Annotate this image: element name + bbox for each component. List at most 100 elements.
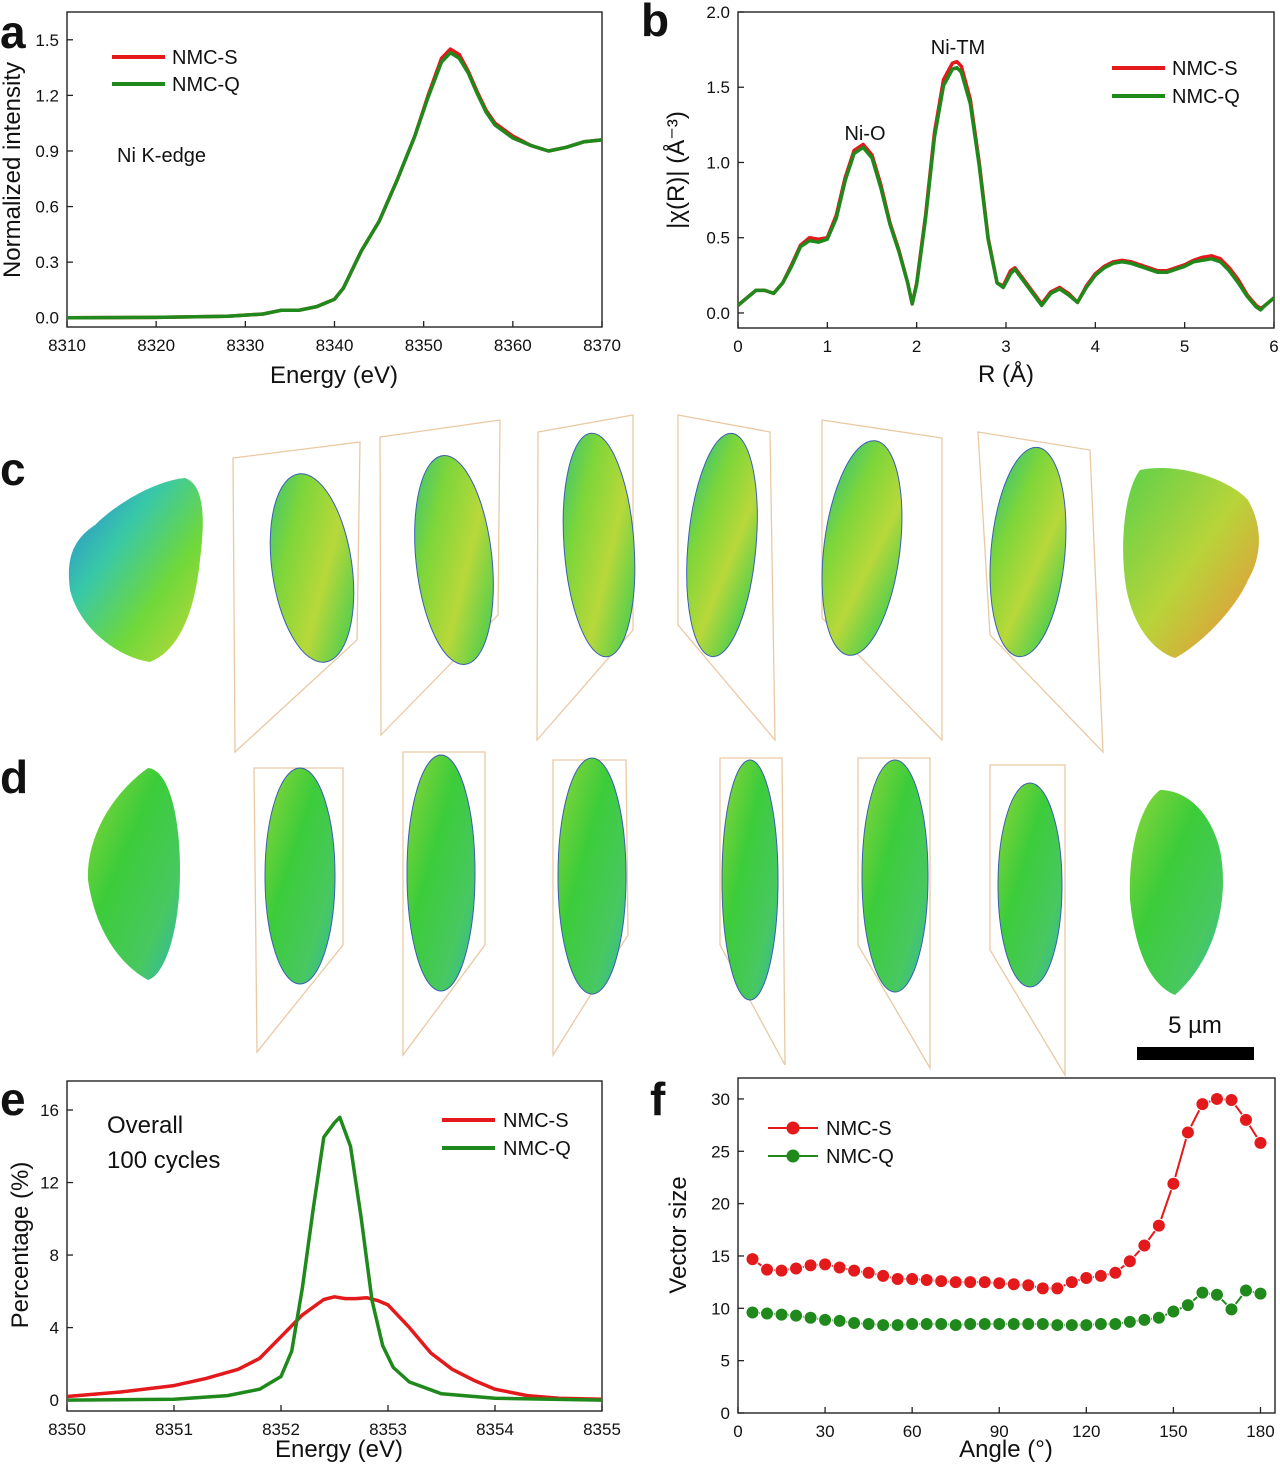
chart-b-annotation-ni-tm: Ni-TM (931, 37, 985, 59)
chart-f-point-nmc-q (818, 1312, 833, 1327)
chart-a-ytick-label: 0.0 (35, 309, 59, 328)
chart-f-point-nmc-s (1180, 1125, 1195, 1140)
chart-f-point-nmc-q (1166, 1304, 1181, 1319)
chart-f-point-nmc-s (832, 1260, 847, 1275)
c-slice-particle (821, 440, 903, 656)
chart-f-point-nmc-s (1093, 1268, 1108, 1283)
chart-a-xtick-label: 8340 (316, 336, 354, 355)
chart-f-point-nmc-s (1021, 1278, 1036, 1293)
chart-f-point-nmc-q (745, 1305, 760, 1320)
d-slice-particle (721, 759, 779, 1001)
c-slice-plane (977, 431, 1104, 754)
chart-f-point-nmc-q (789, 1308, 804, 1323)
chart-e-ytick-label: 0 (50, 1391, 59, 1410)
chart-f-point-nmc-s (1006, 1277, 1021, 1292)
chart-f-ytick-label: 25 (711, 1142, 730, 1161)
chart-b-ytick-label: 1.5 (706, 78, 730, 97)
slice-group-c (232, 414, 1104, 754)
scalebar (1137, 1047, 1254, 1060)
c-slice-plane (821, 419, 943, 742)
chart-b-legend-label-nmc-s: NMC-S (1172, 58, 1238, 80)
chart-f-point-nmc-s (1224, 1092, 1239, 1107)
chart-a-ytick-label: 0.6 (35, 198, 59, 217)
chart-e-xtick-label: 8355 (583, 1420, 621, 1439)
panel-label-e: e (0, 1073, 26, 1125)
chart-f-point-nmc-q (861, 1317, 876, 1332)
chart-a-xtick-label: 8330 (226, 336, 264, 355)
chart-a-x-ticks: 8310 8320 8330 8340 8350 8360 8370 (48, 321, 621, 355)
chart-e-percentage: e 8350 8351 8352 8353 8354 8355 0 4 8 12 16 Energ… (0, 1073, 621, 1463)
chart-e-xlabel: Energy (eV) (275, 1436, 403, 1463)
chart-f-point-nmc-q (1238, 1283, 1253, 1298)
chart-e-legend-label-nmc-s: NMC-S (503, 1110, 569, 1132)
chart-f-point-nmc-q (948, 1318, 963, 1333)
chart-b-ytick-label: 0.0 (706, 304, 730, 323)
chart-a-xtick-label: 8350 (405, 336, 443, 355)
c-slice-particle (562, 432, 636, 658)
c-slice-particle (414, 454, 494, 666)
chart-f-point-nmc-s (890, 1272, 905, 1286)
chart-b-ylabel: |χ(R)| (Å⁻³) (662, 111, 690, 229)
chart-b-xtick-label: 0 (733, 337, 742, 356)
chart-f-point-nmc-q (847, 1315, 862, 1330)
chart-e-xtick-label: 8351 (155, 1420, 193, 1439)
chart-f-ytick-label: 15 (711, 1247, 730, 1266)
particle-c-3d-left (68, 478, 203, 662)
chart-e-legend-label-nmc-q: NMC-Q (503, 1138, 571, 1160)
chart-e-frame (66, 1080, 603, 1412)
chart-b-xtick-label: 6 (1269, 337, 1278, 356)
d-slice-plane (857, 757, 931, 1071)
tomography-row-c: c (0, 414, 1259, 754)
chart-e-ytick-label: 16 (40, 1101, 59, 1120)
chart-f-point-nmc-q (1209, 1287, 1224, 1302)
chart-f-point-nmc-s (963, 1275, 978, 1290)
chart-f-point-nmc-q (1195, 1285, 1210, 1300)
chart-a-xtick-label: 8360 (494, 336, 532, 355)
chart-b-line-nmc-q (736, 65, 1276, 312)
chart-e-y-ticks: 0 4 8 12 16 (40, 1101, 73, 1410)
chart-f-point-nmc-q (963, 1317, 978, 1332)
tomography-row-d: d 5 µm (0, 751, 1254, 1078)
chart-e-line-nmc-q (66, 1115, 603, 1402)
panel-label-d: d (0, 751, 28, 803)
chart-e-xtick-label: 8350 (48, 1420, 86, 1439)
d-slice-particle (557, 757, 627, 995)
chart-b-xtick-label: 2 (912, 337, 921, 356)
chart-f-point-nmc-q (890, 1318, 905, 1333)
chart-f-point-nmc-s (861, 1265, 876, 1280)
chart-a-frame (66, 11, 603, 328)
chart-f-point-nmc-q (934, 1317, 949, 1332)
chart-f-point-nmc-q (919, 1317, 934, 1332)
chart-f-point-nmc-s (1209, 1091, 1224, 1106)
chart-f-ytick-label: 20 (711, 1195, 730, 1214)
chart-f-point-nmc-s (1108, 1265, 1123, 1280)
chart-b-ytick-label: 0.5 (706, 229, 730, 248)
chart-f-point-nmc-s (1253, 1135, 1268, 1150)
particle-c-3d-right (1123, 468, 1259, 658)
chart-f-ylabel: Vector size (665, 1176, 692, 1293)
chart-a-annotation-edge: Ni K-edge (117, 145, 206, 167)
chart-e-xtick-label: 8354 (476, 1420, 514, 1439)
d-slice-plane (719, 757, 786, 1066)
chart-f-legend-label-nmc-s: NMC-S (826, 1118, 892, 1140)
chart-e-ytick-label: 12 (40, 1174, 59, 1193)
chart-f-point-nmc-q (832, 1313, 847, 1328)
chart-f-point-nmc-q (992, 1317, 1007, 1332)
chart-f-point-nmc-q (1064, 1318, 1079, 1333)
chart-f-point-nmc-s (905, 1272, 920, 1286)
chart-a-ylabel: Normalized intensity (0, 62, 26, 278)
chart-b-xtick-label: 1 (823, 337, 832, 356)
chart-f-point-nmc-q (760, 1306, 775, 1321)
chart-f-point-nmc-s (1151, 1218, 1166, 1233)
slice-group-d (253, 751, 1066, 1078)
scalebar-label: 5 µm (1168, 1012, 1222, 1039)
particle-d-3d-right (1129, 790, 1223, 995)
chart-b-xlabel: R (Å) (978, 360, 1034, 388)
chart-f-point-nmc-s (948, 1275, 963, 1290)
c-slice-plane (536, 414, 634, 742)
chart-e-legend: NMC-S NMC-Q (442, 1110, 571, 1160)
chart-f-point-nmc-s (818, 1257, 833, 1272)
chart-f-point-nmc-s (760, 1262, 775, 1277)
chart-f-series (745, 1091, 1268, 1333)
